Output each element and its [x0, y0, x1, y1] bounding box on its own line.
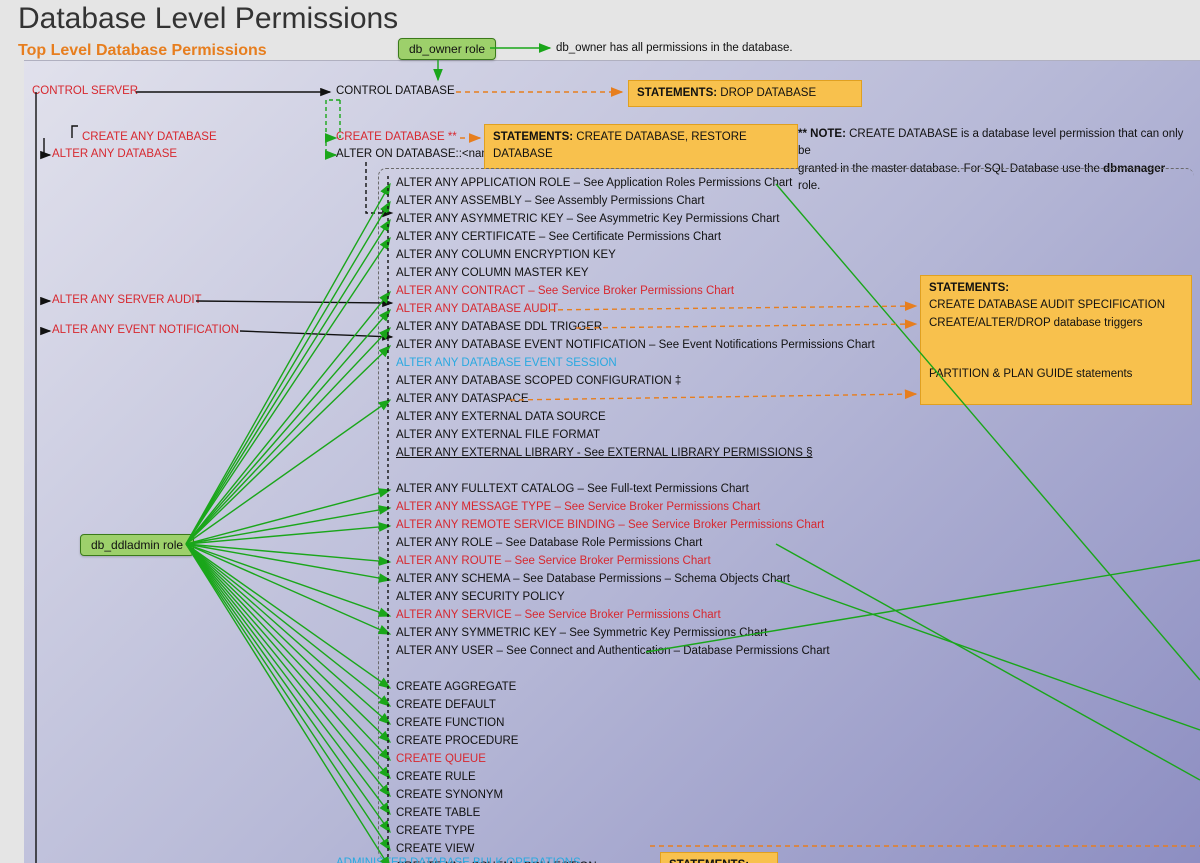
permission-item: CREATE TYPE	[396, 825, 475, 837]
permission-item: ALTER ANY CERTIFICATE – See Certificate …	[396, 231, 721, 243]
db-owner-note: db_owner has all permissions in the data…	[556, 42, 793, 54]
label: CREATE DATABASE is a database level perm…	[798, 128, 1183, 157]
diagram-stage: Database Level Permissions Top Level Dat…	[0, 0, 1200, 863]
permission-item: ALTER ANY DATABASE EVENT SESSION	[396, 357, 617, 369]
create-database: CREATE DATABASE **	[336, 131, 457, 143]
statements-drop-db: STATEMENTS: DROP DATABASE	[628, 80, 862, 107]
alter-on-database: ALTER ON DATABASE::<name>	[336, 148, 504, 160]
label: STATEMENTS:	[669, 859, 749, 863]
server-level-item: ALTER ANY DATABASE	[52, 148, 177, 160]
server-level-item: ALTER ANY SERVER AUDIT	[52, 294, 202, 306]
page-title: Database Level Permissions	[18, 2, 398, 36]
permission-item: ALTER ANY APPLICATION ROLE – See Applica…	[396, 177, 792, 189]
permission-item: ALTER ANY EXTERNAL LIBRARY - See EXTERNA…	[396, 447, 813, 459]
permission-item: ALTER ANY FULLTEXT CATALOG – See Full-te…	[396, 483, 749, 495]
permission-item: CREATE DEFAULT	[396, 699, 496, 711]
permission-item: ALTER ANY SECURITY POLICY	[396, 591, 565, 603]
permission-item: ALTER ANY SERVICE – See Service Broker P…	[396, 609, 721, 621]
server-level-item: ALTER ANY EVENT NOTIFICATION	[52, 324, 239, 336]
server-level-item: CREATE ANY DATABASE	[82, 131, 217, 143]
permission-item: ALTER ANY COLUMN ENCRYPTION KEY	[396, 249, 616, 261]
control-database: CONTROL DATABASE	[336, 85, 455, 97]
permission-item: ALTER ANY DATABASE DDL TRIGGER	[396, 321, 602, 333]
label: ** NOTE:	[798, 128, 846, 140]
permission-item: ALTER ANY SYMMETRIC KEY – See Symmetric …	[396, 627, 767, 639]
permission-item: ALTER ANY ROLE – See Database Role Permi…	[396, 537, 702, 549]
page-subtitle: Top Level Database Permissions	[18, 42, 267, 60]
permission-item: CREATE SYNONYM	[396, 789, 503, 801]
label: STATEMENTS:	[493, 131, 573, 143]
permission-item: CREATE AGGREGATE	[396, 681, 516, 693]
permission-item: CREATE PROCEDURE	[396, 735, 518, 747]
label: STATEMENTS:	[637, 87, 717, 99]
administer-bulk: ADMINISTER DATABASE BULK OPERATIONS	[336, 857, 581, 863]
permission-item: CREATE TABLE	[396, 807, 480, 819]
permission-item: ALTER ANY ASYMMETRIC KEY – See Asymmetri…	[396, 213, 779, 225]
permission-item: CREATE QUEUE	[396, 753, 486, 765]
permission-item: ALTER ANY DATASPACE	[396, 393, 529, 405]
permission-item: ALTER ANY COLUMN MASTER KEY	[396, 267, 589, 279]
permission-item: ALTER ANY MESSAGE TYPE – See Service Bro…	[396, 501, 760, 513]
statements-create-restore: STATEMENTS: CREATE DATABASE, RESTORE DAT…	[484, 124, 798, 169]
server-level-item: CONTROL SERVER	[32, 85, 138, 97]
permission-item: ALTER ANY DATABASE SCOPED CONFIGURATION …	[396, 375, 681, 387]
permission-item: ALTER ANY ROUTE – See Service Broker Per…	[396, 555, 711, 567]
db-owner-role: db_owner role	[398, 38, 496, 60]
db-ddladmin-role: db_ddladmin role	[80, 534, 194, 556]
label: DROP DATABASE	[717, 87, 816, 99]
permission-item: ALTER ANY EXTERNAL DATA SOURCE	[396, 411, 606, 423]
permission-item: CREATE FUNCTION	[396, 717, 504, 729]
permission-item: ALTER ANY EXTERNAL FILE FORMAT	[396, 429, 600, 441]
permission-item: ALTER ANY DATABASE EVENT NOTIFICATION – …	[396, 339, 875, 351]
permission-item: ALTER ANY DATABASE AUDIT	[396, 303, 558, 315]
permission-item: CREATE VIEW	[396, 843, 474, 855]
permission-item: ALTER ANY REMOTE SERVICE BINDING – See S…	[396, 519, 824, 531]
permission-item: ALTER ANY CONTRACT – See Service Broker …	[396, 285, 734, 297]
permission-item: ALTER ANY SCHEMA – See Database Permissi…	[396, 573, 790, 585]
permission-item: ALTER ANY USER – See Connect and Authent…	[396, 645, 830, 657]
permission-item: ALTER ANY ASSEMBLY – See Assembly Permis…	[396, 195, 705, 207]
permission-item: CREATE RULE	[396, 771, 476, 783]
